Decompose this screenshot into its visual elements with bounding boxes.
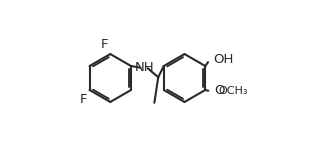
Text: NH: NH [135, 61, 154, 74]
Text: F: F [100, 38, 108, 51]
Text: OCH₃: OCH₃ [218, 86, 248, 96]
Text: O: O [214, 84, 225, 97]
Text: OH: OH [213, 53, 233, 66]
Text: F: F [80, 93, 87, 106]
